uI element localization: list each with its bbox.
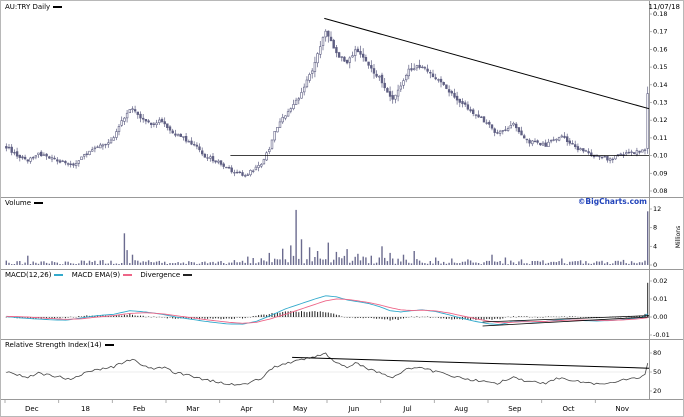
price-trendlines <box>230 17 650 157</box>
svg-text:0.01: 0.01 <box>653 295 667 303</box>
svg-text:0.13: 0.13 <box>653 99 667 107</box>
rsi-line <box>6 352 649 386</box>
svg-text:0.17: 0.17 <box>653 28 667 36</box>
bigcharts-watermark: ©BigCharts.com <box>577 197 647 206</box>
price-candles <box>5 29 649 178</box>
svg-text:18: 18 <box>81 405 90 413</box>
date-label: 11/07/18 <box>648 3 680 11</box>
macd-line-swatch <box>54 273 64 276</box>
rsi-label: Relative Strength Index(14) <box>5 341 102 349</box>
macd-trendlines <box>482 315 650 327</box>
svg-text:Oct: Oct <box>562 405 574 413</box>
volume-legend-swatch <box>34 201 44 204</box>
rsi-legend-swatch <box>104 343 114 346</box>
macd-label: MACD(12,26) <box>5 271 52 279</box>
macd-ema-label: MACD EMA(9) <box>71 271 121 279</box>
svg-text:4: 4 <box>653 242 657 250</box>
svg-text:0.11: 0.11 <box>653 134 667 142</box>
svg-text:Nov: Nov <box>615 405 629 413</box>
svg-text:80: 80 <box>653 349 661 357</box>
svg-text:Apr: Apr <box>240 405 252 413</box>
y-axis-labels: 0.18 0.17 0.16 0.15 0.14 0.13 0.12 0.11 0.10 0.09… <box>649 10 682 395</box>
divergence-label: Divergence <box>140 271 181 279</box>
price-legend-swatch <box>53 5 63 8</box>
svg-text:12: 12 <box>653 205 661 213</box>
rsi-trendline <box>292 356 650 369</box>
macd-panel-header: MACD(12,26) MACD EMA(9) Divergence <box>5 271 198 279</box>
svg-text:0.12: 0.12 <box>653 116 667 124</box>
svg-text:Jul: Jul <box>402 405 412 413</box>
volume-panel-header: Volume <box>5 199 49 207</box>
price-panel-header: AU:TRY Daily <box>5 3 68 11</box>
svg-text:0.00: 0.00 <box>653 313 667 321</box>
rsi-panel-header: Relative Strength Index(14) <box>5 341 120 349</box>
svg-text:0.15: 0.15 <box>653 63 667 71</box>
volume-axis-unit: Millions <box>675 226 682 248</box>
svg-text:May: May <box>293 405 307 413</box>
svg-text:8: 8 <box>653 224 657 232</box>
volume-bars <box>5 209 649 265</box>
svg-text:-0.01: -0.01 <box>653 331 670 339</box>
x-axis: Dec 18 Feb Mar Apr May Jun Jul Aug Sep Oct Nov <box>4 399 629 413</box>
svg-text:0.09: 0.09 <box>653 169 667 177</box>
svg-text:0.10: 0.10 <box>653 152 667 160</box>
svg-text:0: 0 <box>653 261 657 269</box>
svg-text:0.02: 0.02 <box>653 277 667 285</box>
svg-text:Aug: Aug <box>454 405 468 413</box>
svg-text:Mar: Mar <box>186 405 199 413</box>
svg-text:0.08: 0.08 <box>653 187 667 195</box>
divergence-swatch <box>183 273 193 276</box>
macd-signal-swatch <box>123 273 133 276</box>
svg-text:0.14: 0.14 <box>653 81 667 89</box>
svg-text:Dec: Dec <box>25 405 39 413</box>
macd-signal-line <box>6 298 648 324</box>
volume-label: Volume <box>5 199 32 207</box>
svg-text:0.16: 0.16 <box>653 45 667 53</box>
svg-text:0.18: 0.18 <box>653 10 667 18</box>
macd-line <box>6 295 648 326</box>
symbol-label: AU:TRY Daily <box>5 3 51 11</box>
svg-text:Sep: Sep <box>508 405 522 413</box>
svg-text:20: 20 <box>653 387 661 395</box>
svg-text:Jun: Jun <box>347 405 359 413</box>
svg-text:Feb: Feb <box>133 405 146 413</box>
svg-text:50: 50 <box>653 368 661 376</box>
